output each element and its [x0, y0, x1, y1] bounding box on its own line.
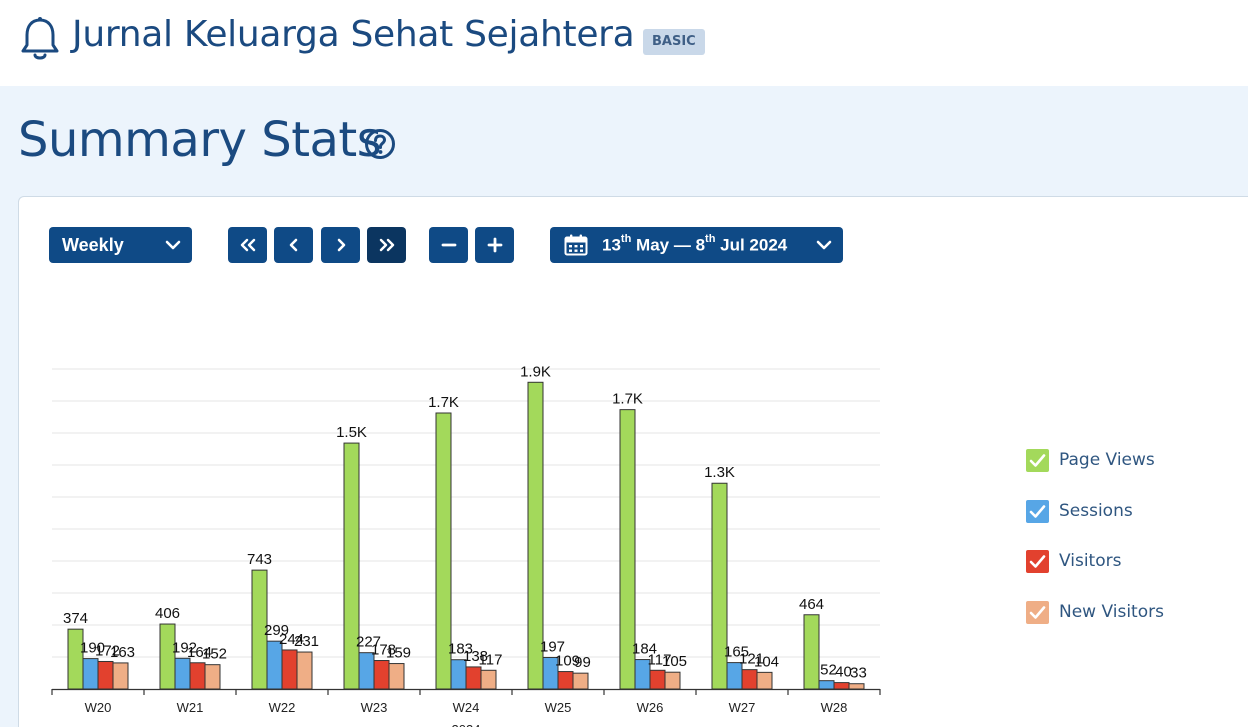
- site-title: Jurnal Keluarga Sehat Sejahtera: [72, 14, 635, 55]
- date-range-text: 13th May — 8th Jul 2024: [602, 232, 788, 255]
- checkmark-icon: [1026, 448, 1049, 472]
- checkmark-icon: [1026, 600, 1049, 624]
- legend-label: Page Views: [1059, 450, 1155, 470]
- double-chevron-right-icon: [379, 238, 394, 252]
- bell-icon[interactable]: [20, 16, 60, 62]
- chevron-left-icon: [289, 238, 297, 252]
- period-select[interactable]: Weekly: [49, 227, 192, 263]
- page-title: Summary Stats: [18, 112, 382, 168]
- legend-item[interactable]: New Visitors: [1026, 600, 1164, 624]
- legend-item[interactable]: Visitors: [1026, 549, 1121, 573]
- top-bar: Jurnal Keluarga Sehat Sejahtera BASIC: [0, 0, 1248, 86]
- legend-item[interactable]: Page Views: [1026, 448, 1155, 472]
- zoom-out-button[interactable]: [429, 227, 468, 263]
- date-range-picker[interactable]: 13th May — 8th Jul 2024: [550, 227, 843, 263]
- chevron-right-icon: [337, 238, 345, 252]
- minus-icon: [441, 243, 456, 247]
- calendar-icon: [564, 234, 588, 256]
- next-button[interactable]: [321, 227, 360, 263]
- double-chevron-left-icon: [240, 238, 255, 252]
- checkmark-icon: [1026, 549, 1049, 573]
- plan-badge: BASIC: [643, 29, 705, 55]
- first-page-button[interactable]: [228, 227, 267, 263]
- period-select-value: Weekly: [62, 234, 124, 255]
- checkmark-icon: [1026, 499, 1049, 523]
- legend-label: Sessions: [1059, 501, 1133, 521]
- last-page-button[interactable]: [367, 227, 406, 263]
- zoom-in-button[interactable]: [475, 227, 514, 263]
- legend-label: New Visitors: [1059, 602, 1164, 622]
- chevron-down-icon: [816, 240, 832, 250]
- previous-button[interactable]: [274, 227, 313, 263]
- question-circle-icon[interactable]: [364, 128, 396, 160]
- chevron-down-icon: [165, 240, 181, 250]
- legend-label: Visitors: [1059, 551, 1122, 571]
- plus-icon: [487, 237, 502, 253]
- legend-item[interactable]: Sessions: [1026, 499, 1133, 523]
